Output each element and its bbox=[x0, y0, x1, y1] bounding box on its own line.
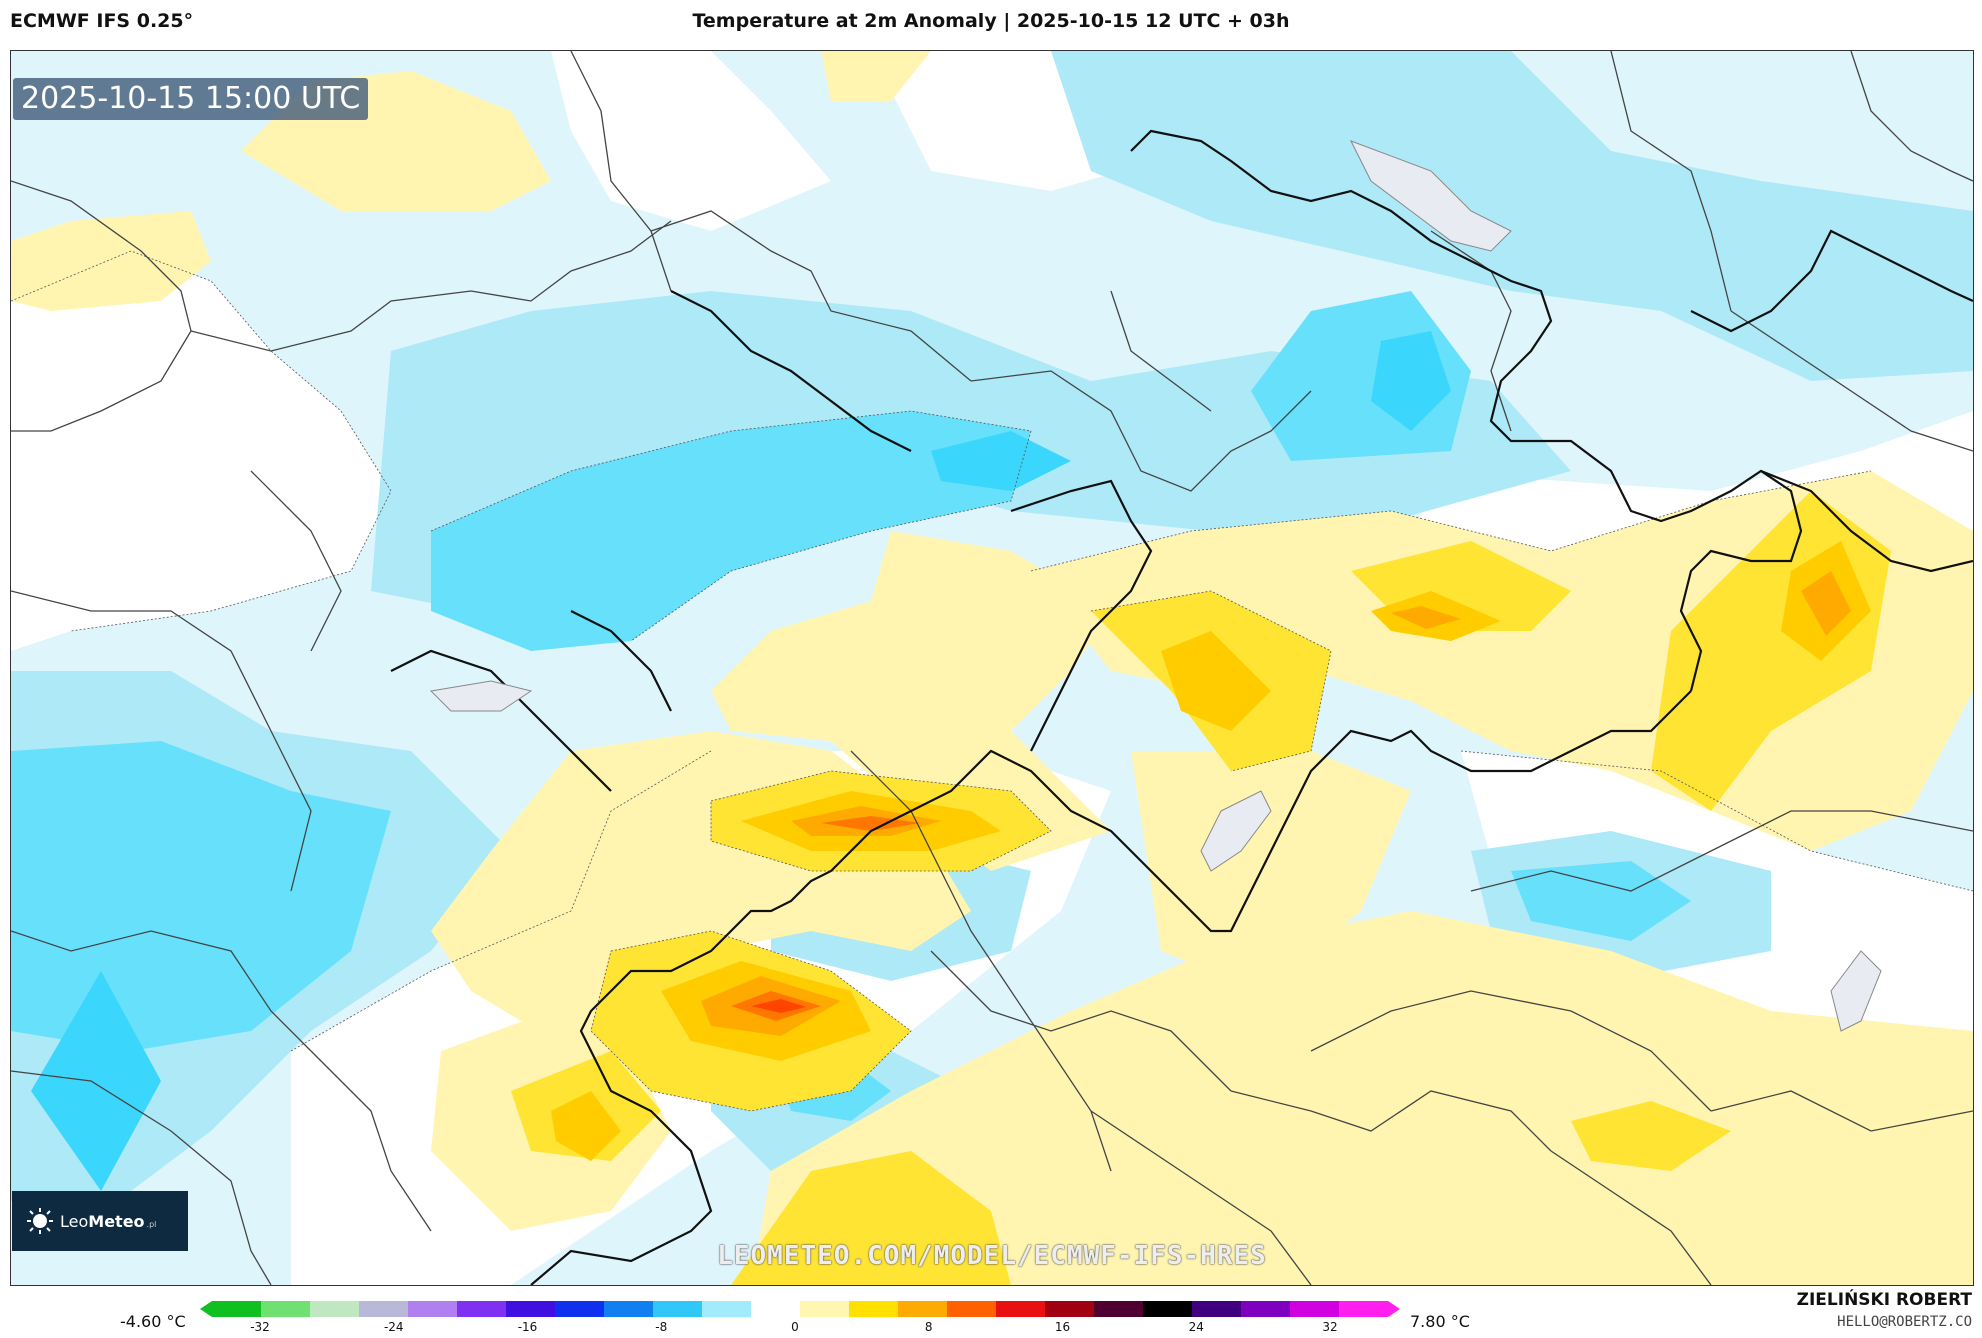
colorbar-swatch bbox=[604, 1301, 654, 1317]
sun-icon bbox=[27, 1208, 53, 1234]
pale-yellow-region bbox=[751, 911, 1973, 1285]
colorbar-swatch bbox=[310, 1301, 360, 1317]
logo-text: LeoMeteo .pl bbox=[60, 1211, 157, 1231]
colorbar-tick-label: 0 bbox=[791, 1320, 799, 1334]
colorbar-swatch bbox=[898, 1301, 948, 1317]
colorbar-swatch bbox=[212, 1301, 262, 1317]
map-panel[interactable]: 2025-10-15 15:00 UTC LeoMeteo .pl LEOMETE… bbox=[10, 50, 1974, 1286]
yellow-1-region bbox=[731, 1151, 1011, 1285]
blue-3-region bbox=[931, 431, 1071, 491]
red-orange-region bbox=[751, 999, 806, 1013]
colorbar-swatch bbox=[457, 1301, 507, 1317]
colorbar bbox=[200, 1301, 1400, 1317]
colorbar-min-label: -4.60 °C bbox=[120, 1312, 186, 1331]
colorbar-swatch bbox=[800, 1301, 850, 1317]
pale-yellow-region bbox=[711, 531, 1111, 871]
contour-lines bbox=[11, 250, 1973, 1112]
colorbar-max-label: 7.80 °C bbox=[1410, 1312, 1470, 1331]
blue-3-region bbox=[1371, 331, 1451, 431]
white-region bbox=[11, 251, 391, 651]
blue-1-region bbox=[1051, 51, 1973, 381]
yellow-2-region bbox=[551, 1091, 621, 1161]
colorbar-swatch bbox=[1094, 1301, 1144, 1317]
colorbar-tick-label: 8 bbox=[924, 1320, 933, 1334]
colorbar-swatch bbox=[408, 1301, 458, 1317]
orange-2-region bbox=[821, 816, 921, 831]
orange-1-region bbox=[1801, 571, 1851, 636]
colorbar-tick-label: 16 bbox=[1054, 1320, 1071, 1334]
colorbar-tick-label: -16 bbox=[517, 1320, 538, 1334]
yellow-2-region bbox=[1161, 631, 1271, 731]
colorbar-swatch bbox=[1339, 1301, 1389, 1317]
colorbar-swatch bbox=[702, 1301, 752, 1317]
blue-2-region bbox=[431, 411, 1031, 651]
colorbar-right-arrow bbox=[1388, 1301, 1400, 1317]
valid-time-label: 2025-10-15 15:00 UTC bbox=[13, 78, 369, 120]
colorbar-swatch bbox=[506, 1301, 556, 1317]
colorbar-swatch bbox=[359, 1301, 409, 1317]
colorbar-swatch bbox=[751, 1301, 801, 1317]
colorbar-swatch bbox=[947, 1301, 997, 1317]
colorbar-tick-label: 24 bbox=[1188, 1320, 1204, 1334]
colorbar-swatch bbox=[1241, 1301, 1291, 1317]
colorbar-tick-label: -24 bbox=[383, 1320, 404, 1334]
blue-3-region bbox=[31, 971, 161, 1191]
major-borders bbox=[390, 129, 1973, 1285]
pale-yellow-region bbox=[821, 51, 931, 101]
colorbar-swatch bbox=[1045, 1301, 1095, 1317]
colorbar-swatch bbox=[996, 1301, 1046, 1317]
orange-1-region bbox=[1391, 606, 1461, 629]
map-title: Temperature at 2m Anomaly | 2025-10-15 1… bbox=[692, 10, 1290, 32]
leometeo-logo: LeoMeteo .pl bbox=[12, 1191, 188, 1251]
yellow-1-region bbox=[1571, 1101, 1731, 1171]
colorbar-tick-label: -8 bbox=[655, 1320, 668, 1334]
colorbar-swatch bbox=[261, 1301, 311, 1317]
model-label: ECMWF IFS 0.25° bbox=[10, 10, 194, 32]
blue-2-region bbox=[1511, 861, 1691, 941]
lakes bbox=[429, 140, 1882, 1032]
colorbar-swatch bbox=[1290, 1301, 1340, 1317]
colorbar-swatch bbox=[1143, 1301, 1193, 1317]
colorbar-swatch bbox=[1192, 1301, 1242, 1317]
colorbar-tick-label: -32 bbox=[250, 1320, 270, 1334]
colorbar-tick-label: 32 bbox=[1322, 1320, 1338, 1334]
colorbar-swatch bbox=[555, 1301, 605, 1317]
colorbar-swatch bbox=[849, 1301, 899, 1317]
pale-yellow-region bbox=[1131, 751, 1411, 991]
country-borders bbox=[11, 51, 1973, 1285]
blue-2-region bbox=[11, 741, 391, 1051]
author-credit: ZIELIŃSKI ROBERT bbox=[1796, 1290, 1972, 1310]
pale-yellow-region bbox=[11, 211, 211, 311]
author-email: HELLO@ROBERTZ.CO bbox=[1837, 1314, 1972, 1330]
white-region bbox=[551, 51, 831, 231]
colorbar-left-arrow bbox=[200, 1301, 212, 1317]
colorbar-swatch bbox=[653, 1301, 703, 1317]
anomaly-map bbox=[11, 51, 1973, 1285]
watermark-url: LEOMETEO.COM/MODEL/ECMWF-IFS-HRES bbox=[717, 1241, 1267, 1271]
